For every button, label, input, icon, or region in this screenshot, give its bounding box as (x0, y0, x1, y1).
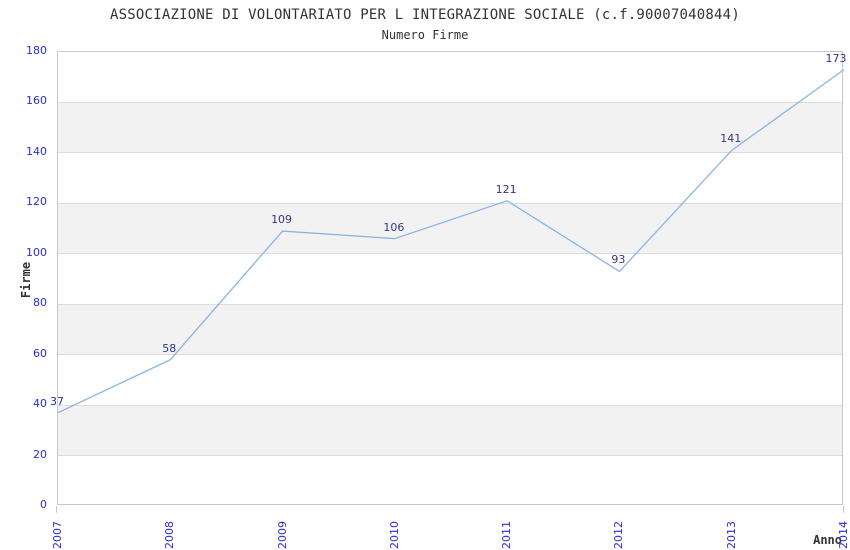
data-point-label: 106 (383, 220, 405, 234)
series-line-canvas (57, 69, 845, 414)
x-tick-label: 2012 (612, 521, 626, 549)
gridline (58, 202, 842, 204)
grid-band (58, 102, 842, 153)
grid-band (58, 405, 842, 456)
gridline (58, 101, 842, 103)
x-tick-label: 2013 (724, 521, 738, 549)
gridline (58, 404, 842, 406)
data-point-label: 93 (611, 253, 626, 267)
y-tick-label: 0 (40, 498, 47, 511)
y-tick-label: 40 (33, 397, 47, 411)
y-tick-label: 140 (26, 144, 47, 158)
y-tick-label: 120 (26, 195, 47, 209)
x-tick-label: 2008 (163, 521, 177, 549)
gridline (58, 253, 842, 255)
data-point-label: 121 (495, 182, 517, 196)
y-tick-label: 60 (33, 346, 47, 360)
gridline (58, 152, 842, 154)
plot-area (57, 51, 845, 505)
gridline (58, 354, 842, 356)
x-tick-label: 2007 (51, 521, 64, 549)
y-tick-label: 180 (26, 44, 47, 57)
axis-tick (843, 506, 844, 513)
y-tick-label: 80 (33, 296, 47, 310)
series-line (57, 69, 845, 414)
chart-subtitle: Numero Firme (381, 28, 469, 42)
data-point-label: 37 (50, 394, 64, 408)
gridline (58, 455, 842, 457)
x-tick-label: 2009 (275, 521, 289, 549)
y-tick-label: 100 (26, 245, 47, 259)
y-tick-label: 20 (33, 447, 47, 461)
grid-band (58, 304, 842, 355)
grid-band (58, 203, 842, 254)
x-tick-label: 2010 (387, 521, 401, 549)
chart-title: ASSOCIAZIONE DI VOLONTARIATO PER L INTEG… (110, 7, 740, 23)
gridline (58, 303, 842, 305)
axis-tick (56, 506, 57, 513)
data-point-label: 141 (720, 132, 742, 146)
y-tick-label: 160 (26, 94, 47, 108)
x-tick-label: 2011 (500, 521, 514, 549)
data-point-label: 173 (825, 51, 847, 65)
data-point-label: 58 (162, 341, 177, 355)
x-axis-label: Anno (813, 533, 842, 547)
x-tick-label: 2014 (837, 521, 850, 549)
data-point-label: 109 (271, 213, 293, 227)
